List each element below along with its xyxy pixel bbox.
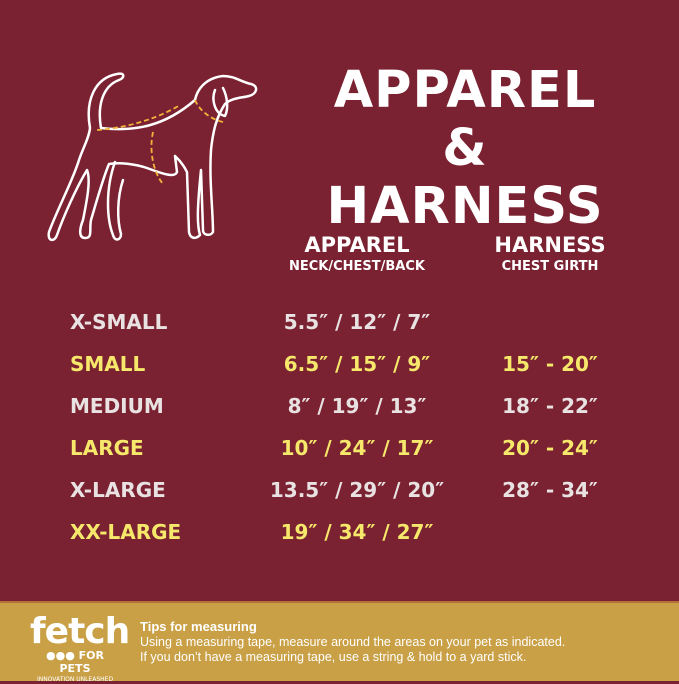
footer-band [0, 601, 679, 681]
size-row: XX-LARGE 19″ / 34″ / 27″ [70, 520, 434, 544]
dots-icon: ●●● [46, 649, 75, 662]
dog-outline-measurement-icon [47, 72, 258, 242]
apparel-column-header: APPAREL NECK/CHEST/BACK [289, 233, 425, 274]
measuring-tips: Tips for measuring Using a measuring tap… [140, 619, 566, 664]
size-row: SMALL 6.5″ / 15″ / 9″ 15″ - 20″ [70, 352, 598, 376]
size-row: LARGE 10″ / 24″ / 17″ 20″ - 24″ [70, 436, 598, 460]
harness-column-header: HARNESS CHEST GIRTH [494, 233, 606, 274]
fetch-logo: fetch ●●● FOR PETS INNOVATION UNLEASHED [30, 611, 130, 684]
size-row: X-LARGE 13.5″ / 29″ / 20″ 28″ - 34″ [70, 478, 598, 502]
size-row: MEDIUM 8″ / 19″ / 13″ 18″ - 22″ [70, 394, 598, 418]
size-row: X-SMALL 5.5″ / 12″ / 7″ [70, 310, 431, 334]
page-title: APPAREL & HARNESS [326, 61, 604, 236]
